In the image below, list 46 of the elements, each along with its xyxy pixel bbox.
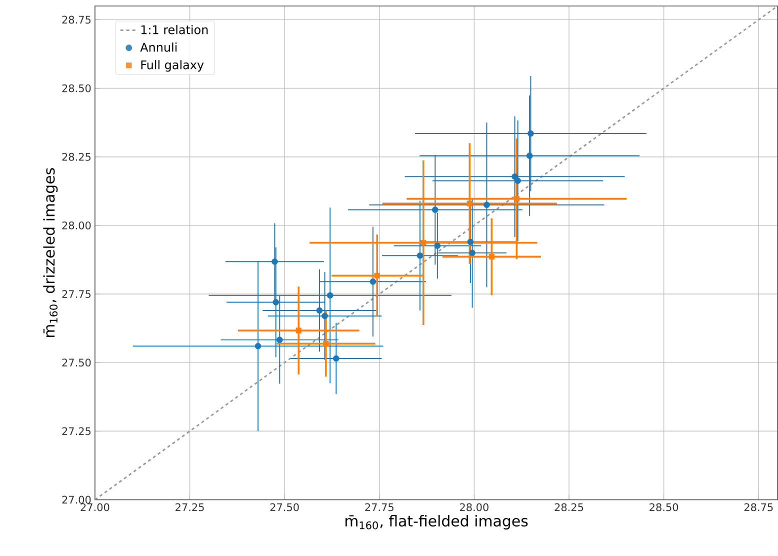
y-axis-title: m̄$_{160}$, drizzeled images [43, 168, 58, 338]
x-tick-label: 28.75 [744, 503, 773, 512]
y-tick-label: 28.75 [62, 16, 91, 24]
point [416, 252, 424, 259]
point [323, 341, 329, 347]
y-tick-label: 27.75 [62, 290, 91, 298]
y-tick-label: 27.50 [62, 358, 91, 367]
point [254, 343, 262, 350]
point [332, 355, 340, 362]
x-tick-label: 28.25 [554, 503, 584, 512]
point [316, 307, 323, 314]
point [432, 206, 438, 214]
legend-label: 1:1 relation [141, 25, 208, 34]
point [296, 328, 302, 334]
point [488, 254, 494, 260]
y-tick-label: 27.00 [62, 496, 91, 504]
point [434, 242, 441, 250]
point [374, 272, 380, 279]
x-tick-label: 27.50 [270, 503, 299, 512]
x-tick-label: 28.50 [650, 503, 678, 512]
y-tick-label: 28.25 [62, 153, 91, 161]
x-tick-label: 27.25 [176, 503, 204, 512]
point [420, 240, 426, 246]
y-tick-label: 28.50 [62, 84, 91, 92]
x-tick-label: 28.00 [460, 503, 488, 512]
point [322, 312, 328, 320]
point [370, 278, 376, 285]
point [276, 336, 283, 344]
legend-label: Full galaxy [141, 60, 204, 72]
point [528, 130, 534, 137]
point [467, 238, 474, 246]
point [526, 152, 533, 160]
point [466, 200, 472, 206]
point [272, 299, 280, 306]
point [326, 292, 334, 299]
legend-label: Annuli [140, 42, 177, 52]
y-tick-label: 28.00 [62, 222, 91, 230]
point [469, 250, 476, 256]
y-tick-label: 27.25 [62, 427, 91, 436]
point [272, 258, 278, 265]
point [514, 196, 520, 202]
point [514, 178, 522, 184]
x-axis-title: m̄$_{160}$, flat-fielded images [346, 515, 528, 530]
point [484, 202, 490, 208]
x-tick-label: 27.75 [365, 503, 394, 512]
x-tick-label: 27.00 [80, 503, 110, 512]
